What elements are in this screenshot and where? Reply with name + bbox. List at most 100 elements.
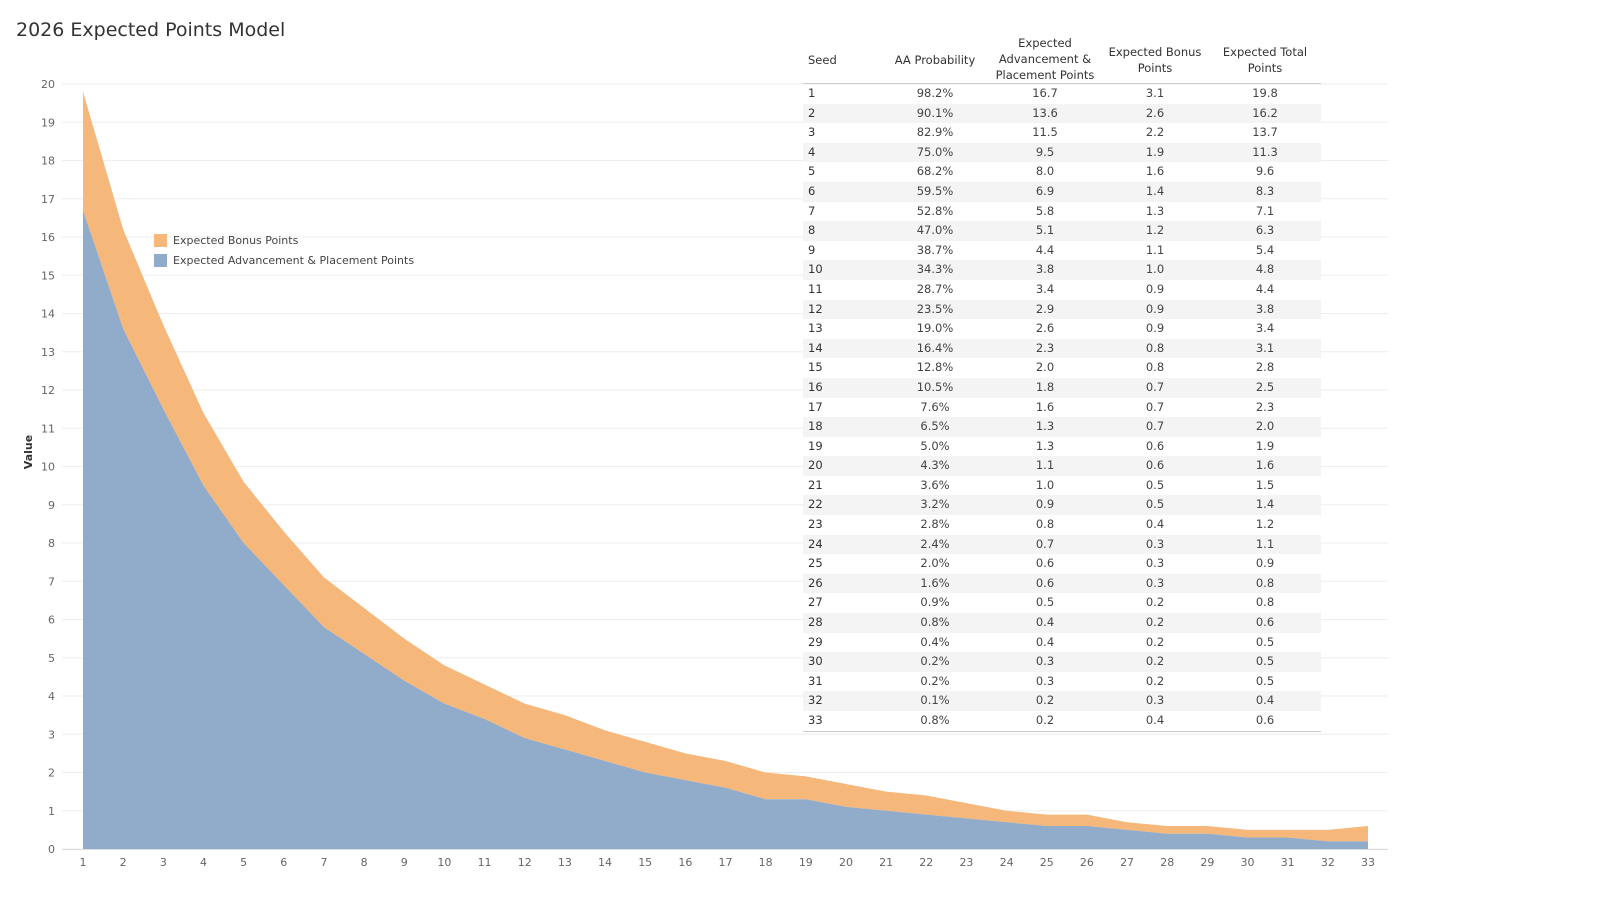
cell-seed: 28: [808, 615, 823, 630]
x-tick-label: 22: [919, 856, 933, 869]
x-tick-label: 26: [1080, 856, 1094, 869]
y-tick-label: 18: [41, 155, 55, 168]
table-row: 20 4.3% 1.1 0.6 1.6: [803, 456, 1321, 476]
cell-advancement: 0.3: [1035, 654, 1055, 669]
cell-aa-probability: 0.4%: [920, 634, 950, 649]
table-row: 1 98.2% 16.7 3.1 19.8: [803, 84, 1321, 104]
cell-total: 0.9: [1255, 556, 1275, 571]
cell-advancement: 4.4: [1035, 242, 1055, 257]
x-tick-label: 21: [879, 856, 893, 869]
table-row: 21 3.6% 1.0 0.5 1.5: [803, 476, 1321, 496]
cell-seed: 30: [808, 654, 823, 669]
x-tick-label: 30: [1241, 856, 1255, 869]
x-tick-label: 3: [160, 856, 167, 869]
legend-swatch-advancement: [154, 253, 167, 267]
y-tick-label: 14: [41, 308, 55, 321]
cell-seed: 23: [808, 517, 823, 532]
cell-advancement: 11.5: [1032, 125, 1058, 140]
cell-seed: 20: [808, 458, 823, 473]
cell-bonus: 0.7: [1145, 399, 1165, 414]
cell-advancement: 2.6: [1035, 321, 1055, 336]
legend-item-advancement[interactable]: Expected Advancement & Placement Points: [154, 250, 414, 270]
cell-advancement: 0.4: [1035, 615, 1055, 630]
cell-advancement: 0.6: [1035, 575, 1055, 590]
table-divider: [803, 730, 1321, 732]
cell-seed: 16: [808, 379, 823, 394]
y-tick-label: 17: [41, 193, 55, 206]
cell-aa-probability: 75.0%: [916, 144, 954, 159]
legend-swatch-bonus: [154, 233, 167, 247]
cell-advancement: 16.7: [1032, 86, 1058, 100]
y-tick-label: 4: [48, 690, 55, 703]
legend-item-bonus[interactable]: Expected Bonus Points: [154, 230, 414, 250]
table-row: 4 75.0% 9.5 1.9 11.3: [803, 142, 1321, 163]
cell-seed: 10: [808, 262, 823, 277]
cell-aa-probability: 82.9%: [916, 125, 954, 140]
x-tick-label: 4: [200, 856, 207, 869]
table-row: 2 90.1% 13.6 2.6 16.2: [803, 103, 1321, 124]
cell-bonus: 0.3: [1145, 556, 1165, 571]
cell-total: 2.8: [1255, 360, 1275, 375]
cell-bonus: 0.7: [1145, 379, 1165, 394]
cell-bonus: 1.1: [1145, 242, 1165, 257]
y-tick-label: 7: [48, 575, 55, 588]
cell-advancement: 5.8: [1035, 203, 1055, 218]
cell-total: 1.6: [1255, 458, 1275, 473]
table-row: 16 10.5% 1.8 0.7 2.5: [803, 377, 1321, 398]
cell-bonus: 1.6: [1145, 164, 1165, 179]
cell-aa-probability: 6.5%: [920, 419, 950, 434]
table-row: 31 0.2% 0.3 0.2 0.5: [803, 672, 1321, 692]
cell-total: 0.6: [1255, 713, 1275, 727]
cell-advancement: 0.5: [1035, 595, 1055, 610]
cell-advancement: 0.9: [1035, 497, 1055, 512]
area-bonus-points[interactable]: [83, 91, 1368, 842]
cell-aa-probability: 2.0%: [920, 556, 950, 571]
cell-bonus: 0.2: [1145, 654, 1165, 669]
cell-seed: 12: [808, 301, 823, 316]
cell-seed: 32: [808, 693, 823, 708]
cell-aa-probability: 68.2%: [916, 164, 954, 179]
cell-seed: 11: [808, 281, 823, 296]
x-tick-label: 2: [120, 856, 127, 869]
x-tick-label: 10: [437, 856, 451, 869]
x-tick-label: 19: [799, 856, 813, 869]
x-tick-label: 32: [1321, 856, 1335, 869]
cell-aa-probability: 10.5%: [916, 379, 954, 394]
header-total[interactable]: Expected Total Points: [1222, 45, 1308, 75]
data-table: Seed AA Probability Expected Advancement…: [803, 33, 1321, 732]
header-aa-probability[interactable]: AA Probability: [894, 53, 976, 67]
table-row: 23 2.8% 0.8 0.4 1.2: [803, 515, 1321, 535]
y-tick-label: 11: [41, 422, 55, 435]
x-tick-label: 9: [401, 856, 408, 869]
x-tick-label: 23: [959, 856, 973, 869]
area-advancement-points[interactable]: [83, 210, 1368, 850]
header-bonus[interactable]: Expected Bonus Points: [1108, 45, 1202, 75]
table-row: 24 2.4% 0.7 0.3 1.1: [803, 534, 1321, 555]
cell-bonus: 0.3: [1145, 536, 1165, 551]
table-row: 17 7.6% 1.6 0.7 2.3: [803, 398, 1321, 418]
table-row: 22 3.2% 0.9 0.5 1.4: [803, 495, 1321, 516]
y-tick-label: 3: [48, 728, 55, 741]
cell-total: 7.1: [1255, 203, 1275, 218]
cell-bonus: 0.2: [1145, 673, 1165, 688]
cell-seed: 2: [808, 105, 816, 120]
cell-total: 6.3: [1255, 223, 1275, 238]
header-advancement[interactable]: Expected Advancement & Placement Points: [995, 36, 1095, 82]
table-row: 5 68.2% 8.0 1.6 9.6: [803, 162, 1321, 182]
cell-aa-probability: 2.8%: [920, 517, 950, 532]
cell-total: 0.4: [1255, 693, 1275, 708]
cell-bonus: 1.2: [1145, 223, 1165, 238]
cell-advancement: 1.3: [1035, 438, 1055, 453]
header-seed[interactable]: Seed: [808, 53, 837, 67]
cell-aa-probability: 34.3%: [916, 262, 954, 277]
cell-advancement: 0.4: [1035, 634, 1055, 649]
cell-aa-probability: 1.6%: [920, 575, 950, 590]
cell-seed: 29: [808, 634, 823, 649]
cell-total: 1.2: [1255, 517, 1275, 532]
cell-bonus: 0.5: [1145, 497, 1165, 512]
cell-aa-probability: 90.1%: [916, 105, 954, 120]
legend: Expected Bonus Points Expected Advanceme…: [154, 230, 414, 270]
cell-advancement: 8.0: [1035, 164, 1055, 179]
